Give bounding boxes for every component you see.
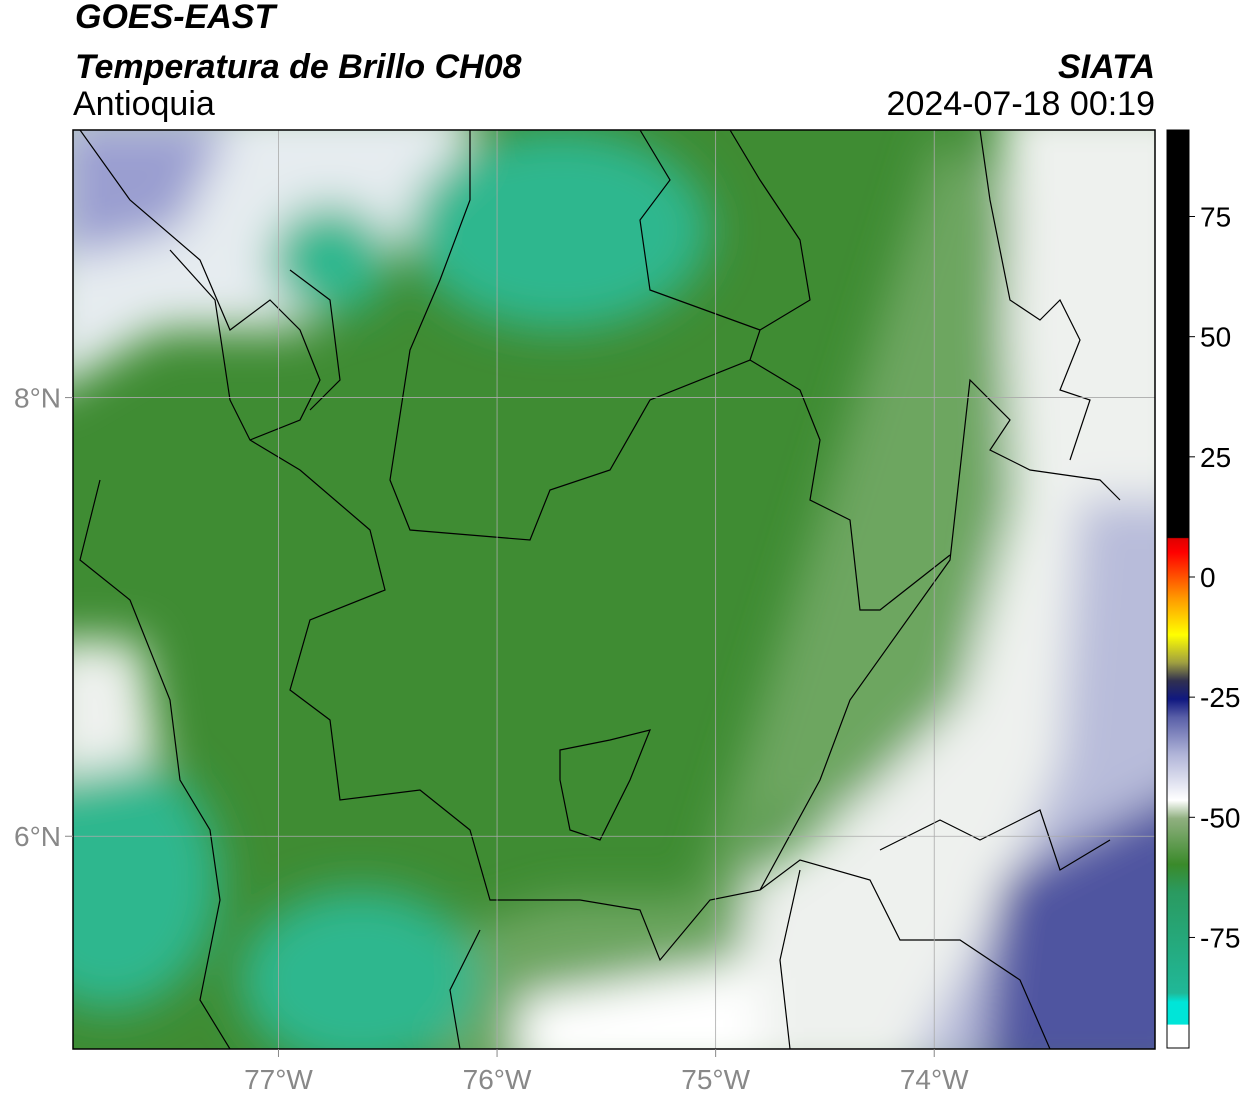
source: SIATA — [1058, 48, 1155, 86]
colorbar-tick-label: 0 — [1200, 562, 1216, 593]
colorbar-tick-label: 25 — [1200, 442, 1231, 473]
title: GOES-EAST — [75, 0, 278, 36]
x-tick-label: 76°W — [463, 1064, 532, 1095]
colorbar — [1166, 129, 1190, 1049]
y-tick-label: 8°N — [14, 383, 61, 414]
subtitle: Temperatura de Brillo CH08 — [75, 48, 522, 86]
map-frame — [72, 129, 1156, 1050]
colorbar-tick-label: 75 — [1200, 202, 1231, 233]
region: Antioquia — [73, 85, 215, 123]
datetime: 2024-07-18 00:19 — [887, 85, 1155, 123]
x-tick-label: 75°W — [681, 1064, 750, 1095]
x-tick-label: 77°W — [244, 1064, 313, 1095]
colorbar-tick-label: -50 — [1200, 802, 1240, 833]
colorbar-tick-label: -75 — [1200, 922, 1240, 953]
colorbar-tick-label: -25 — [1200, 682, 1240, 713]
x-tick-label: 74°W — [900, 1064, 969, 1095]
map-image — [73, 130, 1155, 1049]
y-tick-label: 6°N — [14, 821, 61, 852]
colorbar-tick-label: 50 — [1200, 322, 1231, 353]
